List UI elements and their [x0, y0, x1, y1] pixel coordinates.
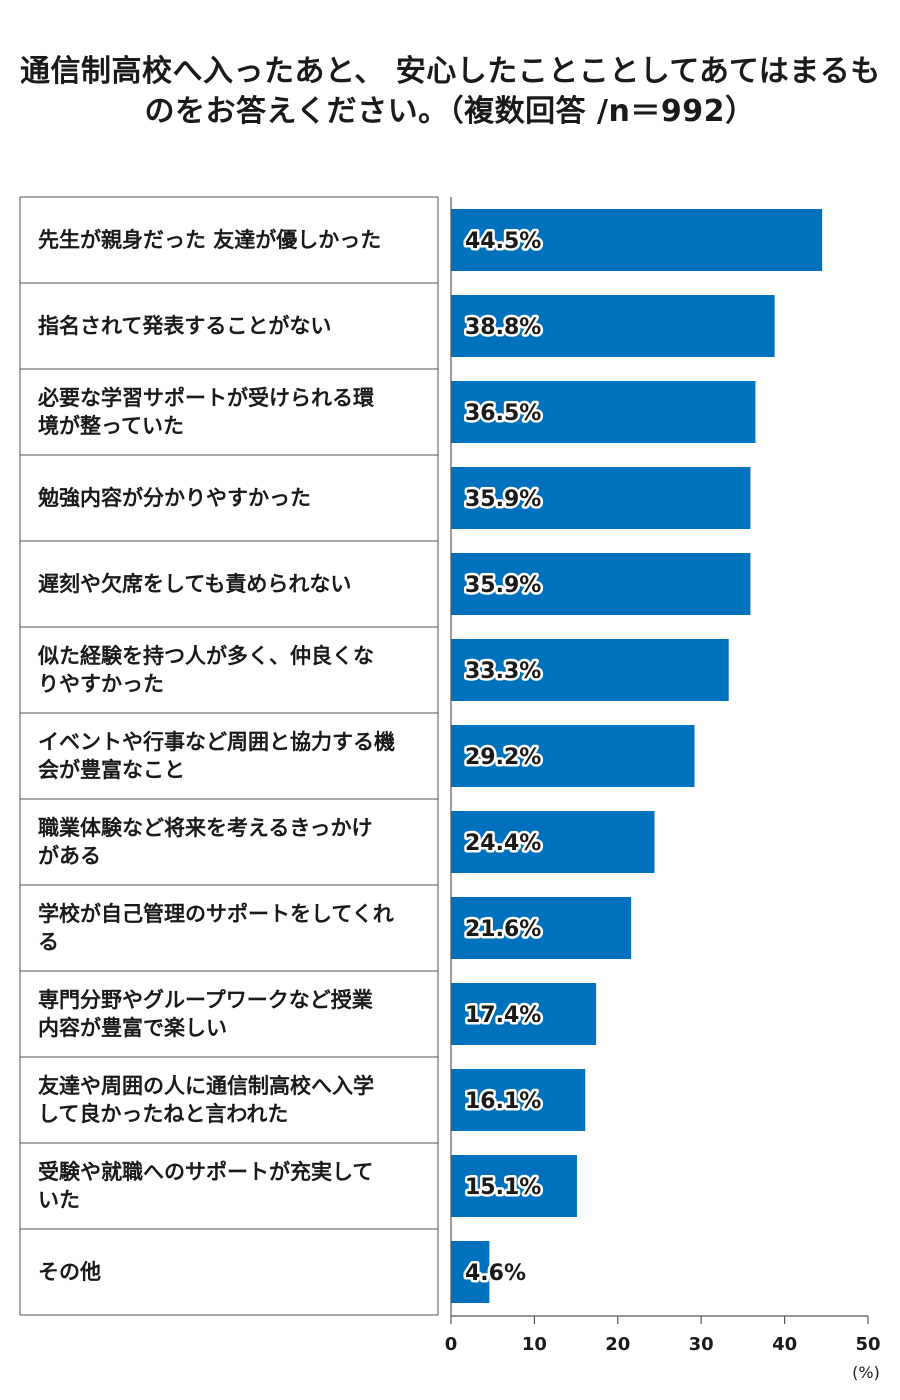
bar: [451, 295, 775, 357]
bar-value-label: 35.9%: [465, 573, 541, 598]
category-label-line: その他: [38, 1260, 101, 1284]
category-label-line: 受験や就職へのサポートが充実して: [38, 1160, 373, 1184]
bar-value-label: 16.1%: [465, 1089, 541, 1114]
category-label-line: 先生が親身だった 友達が優しかった: [38, 228, 381, 252]
category-label-line: 似た経験を持つ人が多く、仲良くな: [37, 644, 374, 668]
category-label-line: がある: [38, 844, 101, 868]
category-label-line: 内容が豊富で楽しい: [38, 1016, 227, 1040]
bar: [451, 209, 823, 271]
bar: [451, 467, 751, 529]
bar: [451, 983, 597, 1045]
category-label: 勉強内容が分かりやすかった: [37, 486, 311, 510]
category-label: 指名されて発表することがない: [38, 314, 331, 338]
x-tick-label: 20: [605, 1334, 630, 1355]
category-label-line: る: [38, 930, 59, 954]
category-label-line: 職業体験など将来を考えるきっかけ: [38, 816, 373, 840]
category-label-line: 勉強内容が分かりやすかった: [37, 486, 311, 510]
category-label-line: いた: [38, 1188, 80, 1212]
bar-value-label: 36.5%: [465, 401, 541, 426]
category-label: 専門分野やグループワークなど授業内容が豊富で楽しい: [38, 988, 374, 1040]
bar-value-label: 44.5%: [465, 229, 541, 254]
chart-title-line-1: 通信制高校へ入ったあと、 安心したことことしてあてはまるも: [20, 54, 881, 89]
bar: [451, 897, 632, 959]
bar-value-label: 38.8%: [465, 315, 541, 340]
bar-value-label: 4.6%: [465, 1261, 526, 1286]
category-label: 学校が自己管理のサポートをしてくれる: [38, 902, 394, 954]
category-label: その他: [38, 1260, 101, 1284]
category-label: 受験や就職へのサポートが充実していた: [38, 1160, 373, 1212]
category-label: 職業体験など将来を考えるきっかけがある: [38, 816, 373, 868]
category-label-line: 境が整っていた: [38, 414, 184, 438]
bar-value-label: 17.4%: [465, 1003, 541, 1028]
category-label-line: 会が豊富なこと: [38, 758, 185, 782]
bar: [451, 725, 695, 787]
category-label-line: 学校が自己管理のサポートをしてくれ: [38, 902, 394, 926]
category-label: 必要な学習サポートが受けられる環境が整っていた: [38, 386, 375, 438]
x-tick-label: 0: [445, 1334, 458, 1355]
chart-title-line-2: のをお答えください。（複数回答 /n＝992）: [144, 94, 756, 129]
bar: [451, 1155, 577, 1217]
x-tick-label: 10: [522, 1334, 547, 1355]
bar: [451, 381, 756, 443]
x-axis-unit: (%): [852, 1363, 880, 1382]
bar: [451, 639, 729, 701]
category-label: 友達や周囲の人に通信制高校へ入学して良かったねと言われた: [38, 1074, 374, 1126]
category-label: イベントや行事など周囲と協力する機会が豊富なこと: [38, 730, 395, 782]
category-label: 遅刻や欠席をしても責められない: [38, 572, 351, 596]
category-label-line: イベントや行事など周囲と協力する機: [38, 730, 395, 754]
category-label-line: して良かったねと言われた: [38, 1102, 288, 1126]
bar-value-label: 21.6%: [465, 917, 541, 942]
bar: [451, 811, 655, 873]
x-tick-label: 30: [689, 1334, 714, 1355]
bar-value-label: 24.4%: [465, 831, 541, 856]
category-label-line: 必要な学習サポートが受けられる環: [38, 386, 375, 410]
category-label-line: 友達や周囲の人に通信制高校へ入学: [38, 1074, 374, 1098]
bar-value-label: 15.1%: [465, 1175, 541, 1200]
category-box: [19, 196, 439, 1316]
bar-value-label: 33.3%: [465, 659, 541, 684]
category-label-line: りやすかった: [38, 672, 164, 696]
category-label-line: 指名されて発表することがない: [38, 314, 331, 338]
bar-value-label: 35.9%: [465, 487, 541, 512]
category-label: 似た経験を持つ人が多く、仲良くなりやすかった: [37, 644, 374, 696]
x-tick-label: 50: [855, 1334, 880, 1355]
category-label-line: 専門分野やグループワークなど授業: [38, 988, 374, 1012]
category-label: 先生が親身だった 友達が優しかった: [38, 228, 381, 252]
bar-value-label: 29.2%: [465, 745, 541, 770]
chart-title: 通信制高校へ入ったあと、 安心したことことしてあてはまるも のをお答えください。…: [20, 52, 880, 132]
bar: [451, 1069, 586, 1131]
bar: [451, 1241, 490, 1303]
x-tick-label: 40: [772, 1334, 797, 1355]
bar: [451, 553, 751, 615]
category-label-line: 遅刻や欠席をしても責められない: [38, 572, 351, 596]
